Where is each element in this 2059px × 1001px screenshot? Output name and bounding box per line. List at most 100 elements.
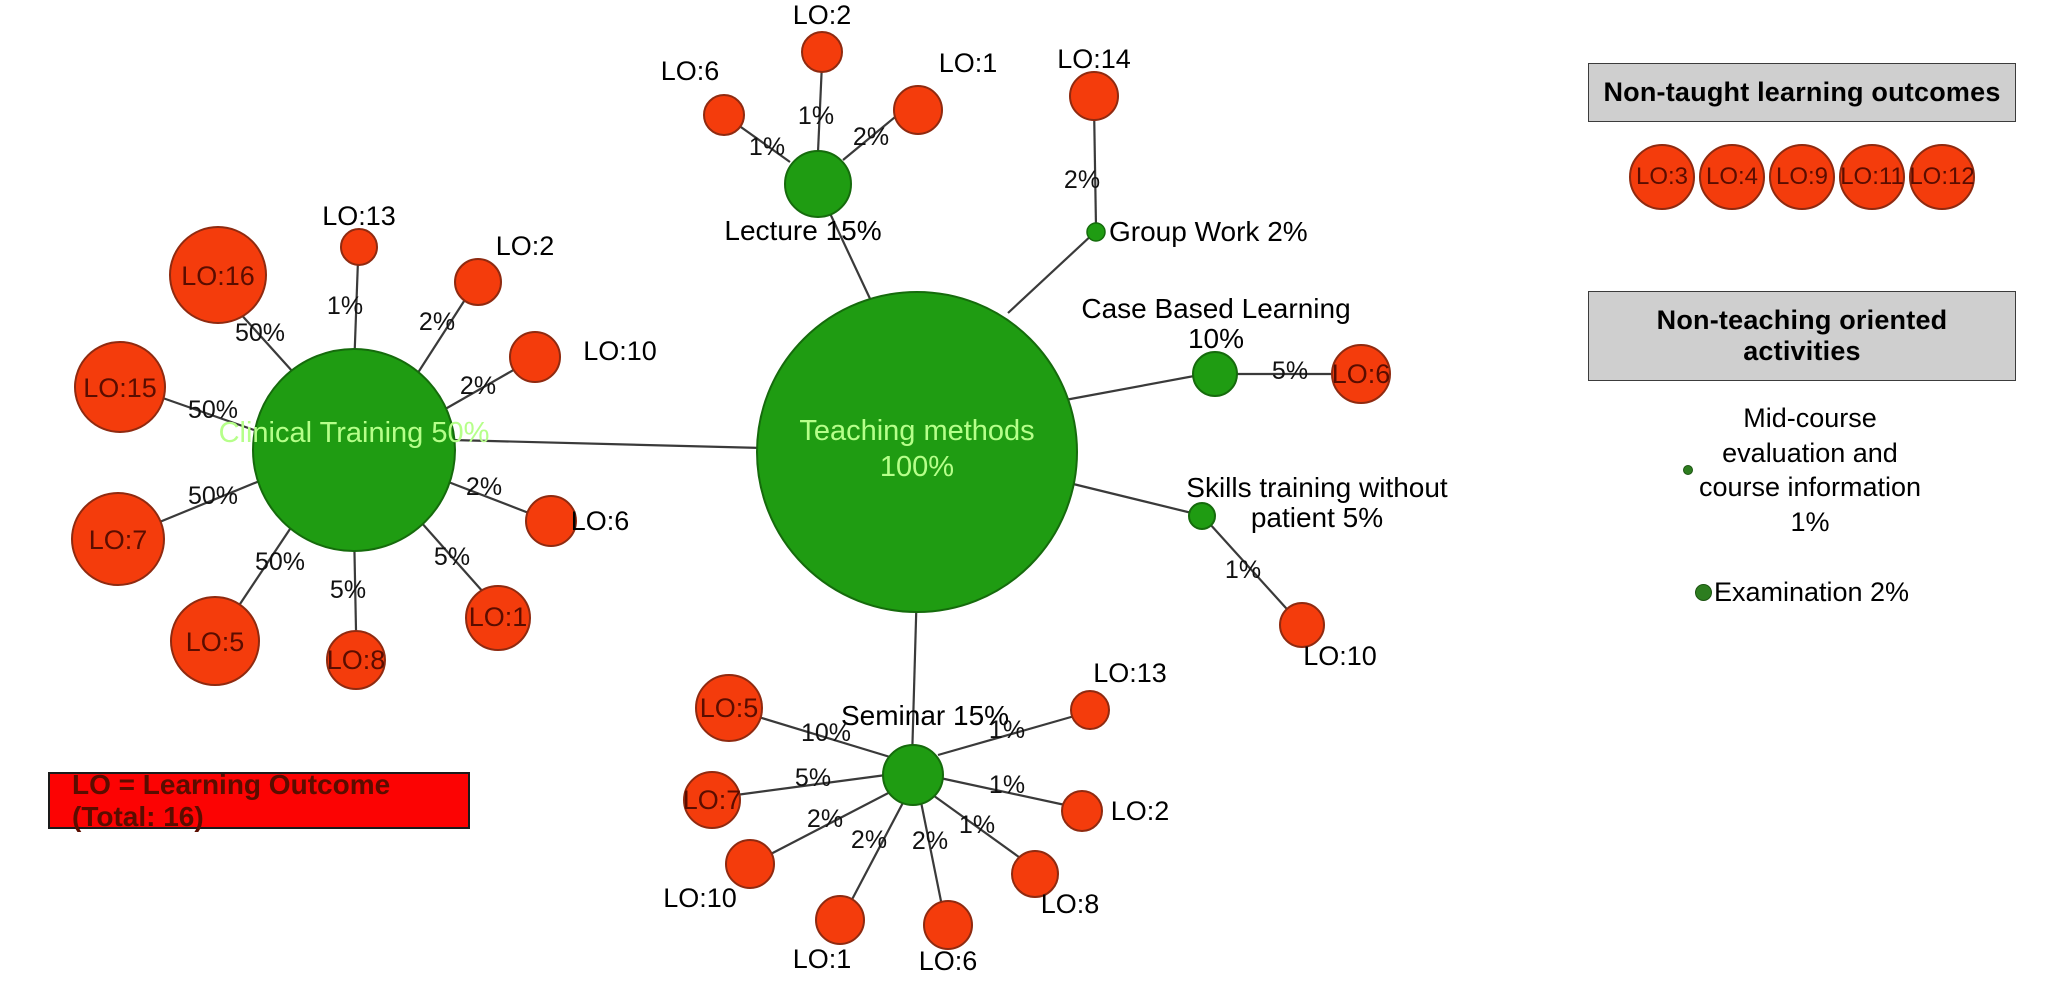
edge-hub-case-based-learning <box>1064 372 1206 402</box>
legend-activity-midcourse-text: Mid-course evaluation and course informa… <box>1699 401 1921 539</box>
node-label-lo-10-ct: LO:10 <box>583 336 657 366</box>
clinical-training-edge-labels: 50% 1% 2% 2% 50% 2% 50% 5% 50% 5% <box>188 292 502 604</box>
node-label-lo-5-sem: LO:5 <box>700 693 759 723</box>
edge-gw-lo14 <box>1092 104 1098 228</box>
lecture-edge-labels: 1% 1% 2% <box>749 102 889 161</box>
node-lo-13-ct[interactable]: LO:13 <box>322 201 396 266</box>
skills-training-edges <box>1208 522 1296 619</box>
legend-lo-bubble[interactable]: LO:11 <box>1839 144 1905 210</box>
node-lo-2-lecture[interactable]: LO:2 <box>793 0 852 73</box>
node-label-lo-6-ct: LO:6 <box>571 506 630 536</box>
edge-label-ct-lo2: 2% <box>419 308 455 336</box>
legend-lo-bubble[interactable]: LO:4 <box>1699 144 1765 210</box>
seminar-edges <box>735 711 1086 917</box>
edge-hub-seminar <box>910 584 919 761</box>
legend-activity-line1: Mid-course <box>1743 403 1877 433</box>
node-label-lo-13-sem: LO:13 <box>1093 658 1167 688</box>
edge-label-sem-lo2: 1% <box>989 771 1025 799</box>
node-lo-8-ct[interactable]: LO:8 <box>326 630 386 690</box>
edge-label-ct-lo10: 2% <box>460 372 496 400</box>
green-dot-icon <box>1694 584 1712 602</box>
edge-label-ct-lo16: 50% <box>235 319 285 347</box>
group-work-edges <box>1092 104 1098 228</box>
node-lo-10-ct[interactable]: LO:10 <box>509 331 657 383</box>
node-lo-14[interactable]: LO:14 <box>1057 44 1131 121</box>
node-label-lo-1-ct: LO:1 <box>469 602 528 632</box>
legend-activity-examination[interactable]: Examination 2% <box>1588 577 2016 608</box>
legend-activity-midcourse[interactable]: Mid-course evaluation and course informa… <box>1588 401 2016 539</box>
node-label-lo-8-ct: LO:8 <box>327 645 386 675</box>
node-label-lo-2-lecture: LO:2 <box>793 0 852 30</box>
node-lo-6-lecture[interactable]: LO:6 <box>661 56 745 136</box>
node-label-lo-5-ct: LO:5 <box>186 627 245 657</box>
edge-label-lec-lo6: 1% <box>749 133 785 161</box>
node-label-skills-training-line2: patient 5% <box>1251 502 1383 533</box>
node-lo-1-sem[interactable]: LO:1 <box>793 895 865 974</box>
node-lo-1-lecture[interactable]: LO:1 <box>893 48 997 135</box>
node-lecture[interactable]: Lecture 15% <box>724 150 882 246</box>
node-label-lo-16: LO:16 <box>181 261 255 291</box>
edge-label-lec-lo2: 1% <box>798 102 834 130</box>
edge-label-sem-lo13: 1% <box>989 716 1025 744</box>
node-clinical-training[interactable]: Clinical Training 50% <box>219 348 490 552</box>
node-group-work[interactable]: Group Work 2% <box>1086 216 1308 247</box>
legend-lo-bubble[interactable]: LO:12 <box>1909 144 1975 210</box>
edge-label-st-lo10: 1% <box>1225 556 1261 584</box>
legend-non-taught-items: LO:3 LO:4 LO:9 LO:11 LO:12 <box>1588 144 2016 210</box>
node-case-based-learning[interactable]: Case Based Learning 10% <box>1081 293 1351 397</box>
seminar-edge-labels: 10% 1% 5% 1% 2% 1% 2% 2% <box>795 716 1025 855</box>
node-label-lo-13-ct: LO:13 <box>322 201 396 231</box>
node-lo-5-sem[interactable]: LO:5 <box>695 674 763 742</box>
edge-ct-lo5 <box>231 513 301 617</box>
edge-label-ct-lo1: 5% <box>434 543 470 571</box>
legend-lo-bubble[interactable]: LO:9 <box>1769 144 1835 210</box>
node-lo-16[interactable]: LO:16 <box>169 226 267 324</box>
edge-ct-lo1 <box>411 511 493 603</box>
node-lo-1-ct[interactable]: LO:1 <box>465 585 531 651</box>
node-lo-6-cbl[interactable]: LO:6 <box>1331 344 1391 404</box>
legend-non-teaching-panel: Non-teaching oriented activities Mid-cou… <box>1588 291 2016 608</box>
node-lo-15[interactable]: LO:15 <box>74 341 166 433</box>
legend-lo-definition: LO = Learning Outcome (Total: 16) <box>48 769 470 832</box>
node-lo-7[interactable]: LO:7 <box>71 492 165 586</box>
edge-st-lo10 <box>1208 522 1296 619</box>
node-teaching-methods[interactable]: Teaching methods 100% <box>756 291 1078 613</box>
legend-activity-line4: 1% <box>1790 506 1830 537</box>
node-lo-6-ct[interactable]: LO:6 <box>525 495 630 547</box>
node-lo-6-sem[interactable]: LO:6 <box>919 900 978 976</box>
legend-activity-line2: evaluation and <box>1722 437 1898 468</box>
green-dot-icon <box>1682 465 1693 476</box>
node-label-lo-2-sem: LO:2 <box>1111 796 1170 826</box>
node-label-teaching-methods: Teaching methods <box>799 415 1034 447</box>
node-lo-2-ct[interactable]: LO:2 <box>454 231 554 306</box>
node-lo-10-sem[interactable]: LO:10 <box>663 839 775 913</box>
node-label-clinical-training: Clinical Training 50% <box>219 417 490 449</box>
node-seminar[interactable]: Seminar 15% <box>841 700 1009 806</box>
edge-label-ct-lo5: 50% <box>255 548 305 576</box>
legend-activity-examination-text: Examination 2% <box>1713 577 1910 608</box>
edge-label-ct-lo8: 5% <box>330 576 366 604</box>
legend-lo-definition-text: LO = Learning Outcome (Total: 16) <box>72 768 391 832</box>
node-lo-10-st[interactable]: LO:10 <box>1279 602 1377 671</box>
edge-label-sem-lo5: 10% <box>801 719 851 747</box>
node-lo-5-ct[interactable]: LO:5 <box>170 596 260 686</box>
node-lo-2-sem[interactable]: LO:2 <box>1061 790 1170 832</box>
node-skills-training[interactable]: Skills training without patient 5% <box>1186 472 1448 533</box>
node-lo-13-sem[interactable]: LO:13 <box>1070 658 1167 730</box>
edge-label-sem-lo7: 5% <box>795 764 831 792</box>
node-label-lo-15: LO:15 <box>83 373 157 403</box>
node-label-lo-6-lecture: LO:6 <box>661 56 720 86</box>
node-label-lo-6-sem: LO:6 <box>919 946 978 976</box>
edge-label-sem-lo1: 2% <box>851 826 887 854</box>
legend-lo-bubble[interactable]: LO:3 <box>1629 144 1695 210</box>
edge-label-cbl-lo6: 5% <box>1272 357 1308 385</box>
node-label-lo-1-sem: LO:1 <box>793 944 852 974</box>
node-lo-8-sem[interactable]: LO:8 <box>1011 850 1099 919</box>
node-label-case-based-learning: Case Based Learning <box>1081 293 1350 324</box>
legend-non-taught-panel: Non-taught learning outcomes LO:3 LO:4 L… <box>1588 63 2016 210</box>
node-lo-7-sem[interactable]: LO:7 <box>683 771 742 829</box>
edge-hub-skills-training <box>1064 480 1201 517</box>
edge-label-sem-lo8: 1% <box>959 811 995 839</box>
edge-sem-lo2 <box>939 776 1080 810</box>
